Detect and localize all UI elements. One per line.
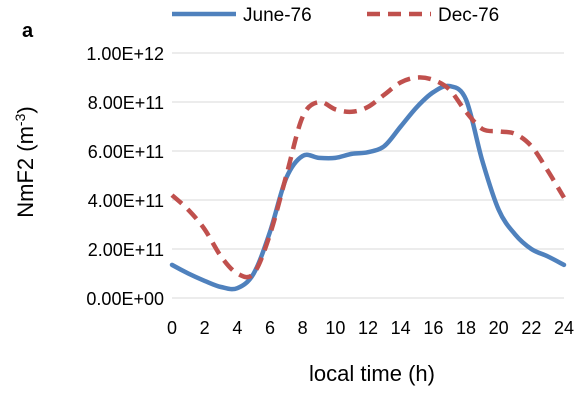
- y-tick-label: 6.00E+11: [88, 142, 164, 162]
- x-tick-label: 6: [265, 318, 275, 338]
- x-tick-label: 18: [456, 318, 476, 338]
- legend: June-76 Dec-76: [172, 5, 499, 26]
- series-line-June-76: [169, 83, 567, 292]
- x-tick-label: 24: [554, 318, 574, 338]
- x-tick-label: 14: [391, 318, 411, 338]
- x-axis-title: local time (h): [309, 361, 435, 386]
- series-line-Dec-76: [170, 75, 566, 280]
- panel-label: a: [22, 20, 34, 42]
- y-axis-title-close: ): [13, 106, 38, 113]
- y-tick-labels: 0.00E+00 2.00E+11 4.00E+11 6.00E+11 8.00E+11…: [86, 44, 164, 309]
- x-tick-label: 20: [489, 318, 509, 338]
- x-tick-label: 16: [423, 318, 443, 338]
- x-tick-labels: 0 2 4 6 8 10 12 14 16 18 20 22 24: [167, 318, 574, 338]
- x-tick-label: 22: [521, 318, 541, 338]
- y-tick-label: 1.00E+12: [86, 44, 164, 64]
- x-tick-label: 12: [358, 318, 378, 338]
- y-axis-title-superscript: -3: [12, 113, 28, 126]
- x-tick-label: 0: [167, 318, 177, 338]
- x-tick-label: 2: [200, 318, 210, 338]
- grid-lines: [172, 52, 564, 299]
- y-tick-label: 0.00E+00: [86, 289, 164, 309]
- legend-label-Dec-76: Dec-76: [438, 5, 499, 26]
- x-tick-label: 8: [298, 318, 308, 338]
- y-axis-title-main: NmF2 (m: [13, 126, 38, 218]
- y-tick-label: 8.00E+11: [88, 93, 164, 113]
- series-lines: [169, 75, 567, 292]
- x-tick-label: 4: [232, 318, 242, 338]
- legend-label-June-76: June-76: [243, 5, 312, 26]
- y-axis-title: NmF2 (m-3): [12, 106, 38, 217]
- y-tick-label: 4.00E+11: [88, 191, 164, 211]
- y-tick-label: 2.00E+11: [88, 240, 164, 260]
- x-tick-label: 10: [325, 318, 345, 338]
